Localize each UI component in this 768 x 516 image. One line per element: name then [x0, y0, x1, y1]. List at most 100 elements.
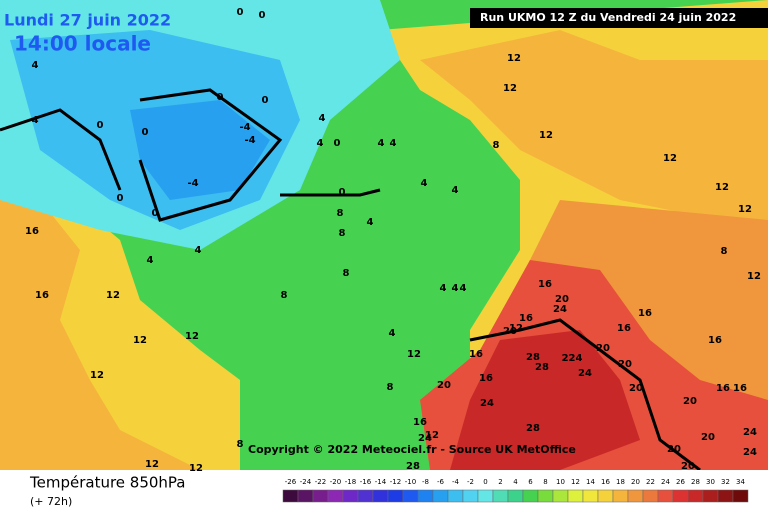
contour-label: 24	[480, 398, 494, 409]
contour-label: 12	[738, 204, 752, 215]
scale-swatch	[357, 489, 374, 503]
scale-label: -12	[390, 478, 401, 486]
cold-zone	[130, 100, 270, 200]
contour-label: 16	[25, 226, 39, 237]
scale-swatch	[537, 489, 554, 503]
scale-label: 20	[631, 478, 640, 486]
scale-swatch	[402, 489, 419, 503]
scale-label: -8	[422, 478, 429, 486]
contour-label: 8	[237, 439, 244, 450]
contour-label: 12	[407, 349, 421, 360]
contour-label: 12	[185, 331, 199, 342]
contour-label: 20	[437, 380, 451, 391]
contour-label: 12	[503, 83, 517, 94]
scale-label: 30	[706, 478, 715, 486]
scale-label: -20	[330, 478, 341, 486]
contour-label: 20	[555, 294, 569, 305]
contour-label: 16	[35, 290, 49, 301]
scale-swatch	[627, 489, 644, 503]
contour-label: 4	[390, 138, 397, 149]
scale-swatch	[732, 489, 749, 503]
contour-label: -4	[239, 122, 250, 133]
scale-label: 0	[483, 478, 487, 486]
contour-label: 4	[452, 283, 459, 294]
contour-label: 224	[562, 353, 583, 364]
contour-label: 12	[145, 459, 159, 470]
footer-title: Température 850hPa	[29, 474, 186, 492]
copyright: Copyright © 2022 Meteociel.fr - Source U…	[248, 443, 576, 456]
scale-label: -4	[452, 478, 460, 486]
warm-zone	[420, 30, 768, 230]
contour-label: 0	[339, 187, 346, 198]
contour-label: 20	[629, 383, 643, 394]
scale-swatch	[597, 489, 614, 503]
scale-label: -26	[285, 478, 297, 486]
contour-label: 8	[343, 268, 350, 279]
contour-label: 4	[378, 138, 385, 149]
scale-swatch	[612, 489, 629, 503]
contour-label: 4	[319, 113, 326, 124]
contour-label: 8	[337, 208, 344, 219]
contour-label: 16	[479, 373, 493, 384]
contour-label: 28	[406, 461, 420, 472]
scale-swatch	[447, 489, 464, 503]
contour-label: 8	[281, 290, 288, 301]
scale-label: 8	[543, 478, 547, 486]
footer-lead: (+ 72h)	[30, 495, 72, 508]
warm-zone	[0, 200, 200, 470]
scale-swatch	[492, 489, 509, 503]
scale-label: 32	[721, 478, 730, 486]
contour-label: 28	[535, 362, 549, 373]
scale-swatch	[552, 489, 569, 503]
scale-label: 4	[513, 478, 518, 486]
contour-label: 4	[195, 245, 202, 256]
contour-label: 4	[147, 255, 154, 266]
contour-label: 12	[507, 53, 521, 64]
contour-label: 0	[142, 127, 149, 138]
contour-label: -4	[187, 178, 198, 189]
contour-label: 0	[237, 7, 244, 18]
contour-label: 0	[217, 92, 224, 103]
scale-swatch	[312, 489, 329, 503]
scale-label: 18	[616, 478, 625, 486]
scale-swatch	[417, 489, 434, 503]
scale-label: -10	[405, 478, 416, 486]
scale-swatch	[477, 489, 494, 503]
contour-label: 8	[493, 140, 500, 151]
contour-label: 20	[667, 444, 681, 455]
contour-label: 12	[715, 182, 729, 193]
contour-label: 12	[425, 430, 439, 441]
contour-label: 0	[117, 193, 124, 204]
hot-zone	[450, 330, 640, 470]
scale-label: -2	[467, 478, 474, 486]
run-box	[470, 8, 768, 28]
contour-label: -4	[244, 135, 255, 146]
contour-label: 8	[387, 382, 394, 393]
scale-label: 26	[676, 478, 685, 486]
contour-label: 4	[460, 283, 467, 294]
scale-swatch	[282, 489, 299, 503]
isotherm	[280, 188, 701, 472]
scale-swatch	[327, 489, 344, 503]
contour-label: 0	[334, 138, 341, 149]
contour-label: 24	[418, 433, 432, 444]
contour-label: 12	[133, 335, 147, 346]
contour-label: 12	[106, 290, 120, 301]
scale-swatch	[567, 489, 584, 503]
scale-swatch	[702, 489, 719, 503]
scale-label: -18	[345, 478, 356, 486]
scale-swatch	[657, 489, 674, 503]
scale-label: -24	[300, 478, 312, 486]
scale-swatch	[372, 489, 389, 503]
contour-label: 28	[526, 423, 540, 434]
contour-label: 16	[617, 323, 631, 334]
scale-label: 16	[601, 478, 610, 486]
time: 14:00 locale	[14, 32, 151, 56]
scale-label: -22	[315, 478, 326, 486]
contour-label: 12	[539, 130, 553, 141]
scale-label: 6	[528, 478, 533, 486]
contour-label: 24	[553, 304, 567, 315]
scale-swatch	[387, 489, 404, 503]
contour-label: 0	[97, 120, 104, 131]
contour-label: 16	[733, 383, 747, 394]
